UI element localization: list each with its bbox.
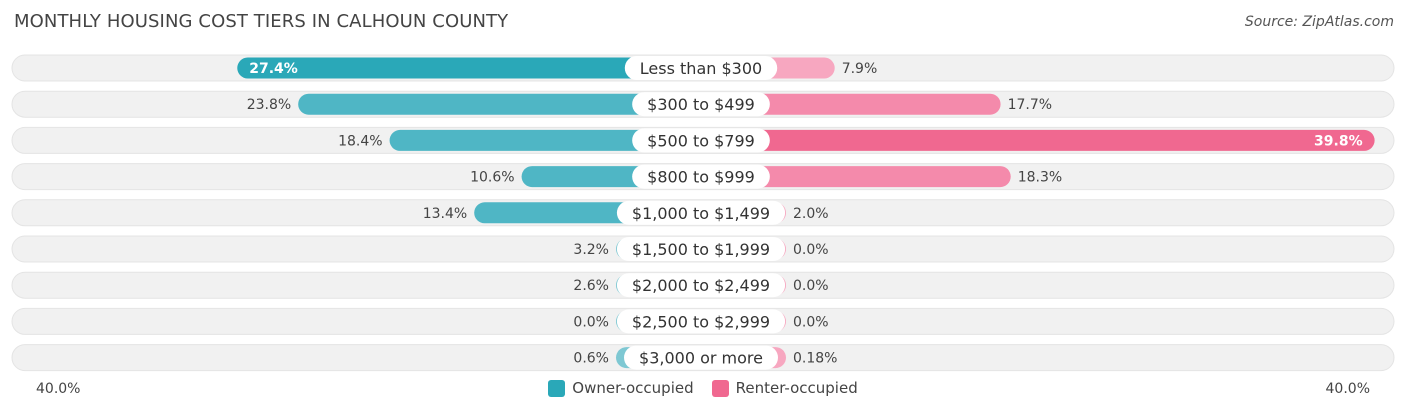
category-pill: [616, 273, 786, 298]
category-label: $2,000 to $2,499: [632, 276, 770, 295]
owner-value-label: 27.4%: [249, 61, 298, 77]
category-label: $800 to $999: [647, 168, 755, 187]
legend-label-owner: Owner-occupied: [572, 379, 694, 397]
owner-bar: [298, 93, 701, 115]
renter-value-label: 0.0%: [793, 242, 829, 258]
owner-value-label: 3.2%: [573, 242, 609, 258]
renter-value-label: 0.18%: [793, 351, 837, 367]
category-pill: [632, 128, 770, 153]
owner-value-label: 23.8%: [247, 97, 291, 113]
owner-bar: [237, 57, 701, 79]
category-pill: [632, 164, 770, 189]
legend-item-renter: Renter-occupied: [711, 379, 858, 397]
legend: Owner-occupied Renter-occupied: [0, 379, 1406, 397]
renter-value-label: 2.0%: [793, 206, 829, 222]
legend-label-renter: Renter-occupied: [735, 379, 858, 397]
legend-item-owner: Owner-occupied: [548, 379, 694, 397]
renter-value-label: 17.7%: [1008, 97, 1052, 113]
owner-bar: [389, 129, 701, 151]
axis-left-label: 40.0%: [36, 381, 81, 397]
category-label: $1,500 to $1,999: [632, 240, 770, 259]
source-label: Source: ZipAtlas.com: [1244, 14, 1394, 30]
category-pill: [624, 345, 778, 370]
owner-value-label: 10.6%: [470, 170, 514, 186]
renter-bar: [701, 166, 1011, 188]
category-pill: [616, 309, 786, 334]
renter-value-label: 0.0%: [793, 314, 829, 330]
category-label: $500 to $799: [647, 131, 755, 150]
category-label: $3,000 or more: [639, 349, 763, 368]
owner-value-label: 13.4%: [423, 206, 467, 222]
renter-value-label: 18.3%: [1018, 170, 1062, 186]
legend-swatch-owner: [548, 379, 566, 397]
chart-area: 27.4% 7.9% Less than $300 23.8% 17.7% $300 to…: [11, 54, 1395, 372]
category-label: $1,000 to $1,499: [632, 204, 770, 223]
legend-swatch-renter: [711, 379, 729, 397]
renter-value-label: 7.9%: [842, 61, 878, 77]
renter-value-label: 0.0%: [793, 278, 829, 294]
category-label: $2,500 to $2,999: [632, 312, 770, 331]
owner-value-label: 0.6%: [573, 351, 609, 367]
chart-title: MONTHLY HOUSING COST TIERS IN CALHOUN CO…: [14, 11, 509, 32]
category-pill: [632, 92, 770, 117]
category-label: Less than $300: [640, 59, 762, 78]
owner-value-label: 2.6%: [573, 278, 609, 294]
category-label: $300 to $499: [647, 95, 755, 114]
category-pill: [624, 56, 778, 80]
renter-value-label: 39.8%: [1314, 133, 1363, 149]
renter-bar: [701, 93, 1001, 115]
owner-value-label: 0.0%: [573, 314, 609, 330]
renter-bar: [701, 129, 1375, 151]
axis-right-label: 40.0%: [1325, 381, 1370, 397]
category-pill: [616, 237, 786, 261]
owner-value-label: 18.4%: [338, 133, 382, 149]
category-pill: [616, 200, 786, 225]
